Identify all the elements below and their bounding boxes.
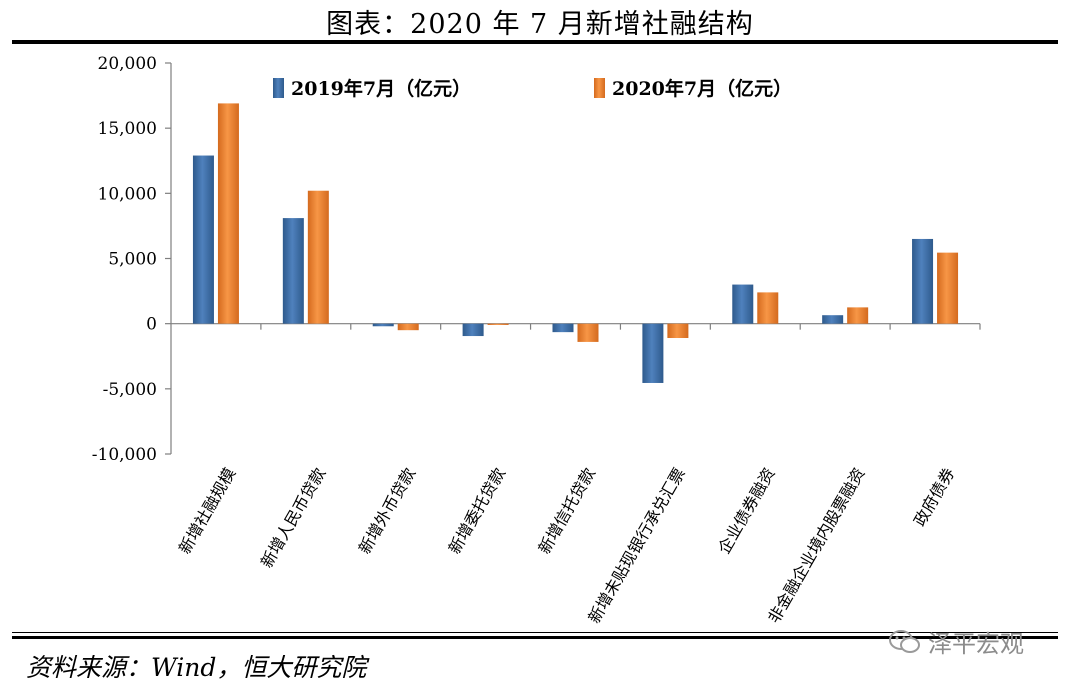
y-tick-label: 20,000 xyxy=(98,54,157,74)
y-tick-label: -10,000 xyxy=(92,445,157,465)
bar-series2 xyxy=(757,292,779,324)
watermark: 泽平宏观 xyxy=(888,624,1024,659)
bar-series1 xyxy=(282,218,304,324)
bar-series1 xyxy=(642,323,664,383)
page-title: 图表：2020 年 7 月新增社融结构 xyxy=(326,9,754,40)
legend-label-series1: 2019年7月（亿元） xyxy=(291,77,471,100)
y-tick-label: 10,000 xyxy=(98,184,157,204)
bar-series1 xyxy=(192,155,214,324)
bar-series2 xyxy=(847,307,869,324)
top-rule xyxy=(12,40,1058,44)
x-category-label: 非金融企业境内股票融资 xyxy=(764,465,868,627)
bottom-rule-thin xyxy=(12,632,1058,633)
y-tick-label: -5,000 xyxy=(103,380,157,400)
x-category-label: 新增委托贷款 xyxy=(445,464,509,557)
source-note: 资料来源：Wind，恒大研究院 xyxy=(26,653,367,682)
bar-series1 xyxy=(552,323,574,333)
y-tick-label: 15,000 xyxy=(98,119,157,139)
bar-series1 xyxy=(372,323,394,327)
bar-series2 xyxy=(937,252,959,324)
x-category-label: 新增未贴现银行承兑汇票 xyxy=(584,465,688,627)
legend-swatch-series2 xyxy=(594,78,605,98)
wechat-icon xyxy=(889,629,920,653)
bar-series2 xyxy=(577,323,599,342)
x-category-label: 新增外币贷款 xyxy=(355,465,419,558)
bar-series2 xyxy=(487,323,509,325)
bar-series1 xyxy=(462,323,484,337)
y-tick-label: 5,000 xyxy=(108,250,157,270)
x-category-label: 新增信托贷款 xyxy=(535,465,599,558)
bar-series2 xyxy=(217,103,239,324)
bottom-rule xyxy=(12,636,1058,639)
bar-series1 xyxy=(732,284,754,324)
legend-label-series2: 2020年7月（亿元） xyxy=(612,77,792,100)
bar-series1 xyxy=(912,238,934,324)
bar-series2 xyxy=(307,190,329,324)
watermark-text: 泽平宏观 xyxy=(928,630,1024,658)
x-category-label: 政府债券 xyxy=(910,465,958,530)
bar-series2 xyxy=(397,323,419,331)
x-category-label: 新增人民币贷款 xyxy=(257,465,329,572)
bar-series2 xyxy=(667,323,689,339)
x-category-label: 新增社融规模 xyxy=(175,465,239,558)
legend-swatch-series1 xyxy=(273,78,284,98)
bar-series1 xyxy=(822,315,844,324)
y-tick-label: 0 xyxy=(146,315,157,335)
x-category-label: 企业债券融资 xyxy=(714,465,778,558)
